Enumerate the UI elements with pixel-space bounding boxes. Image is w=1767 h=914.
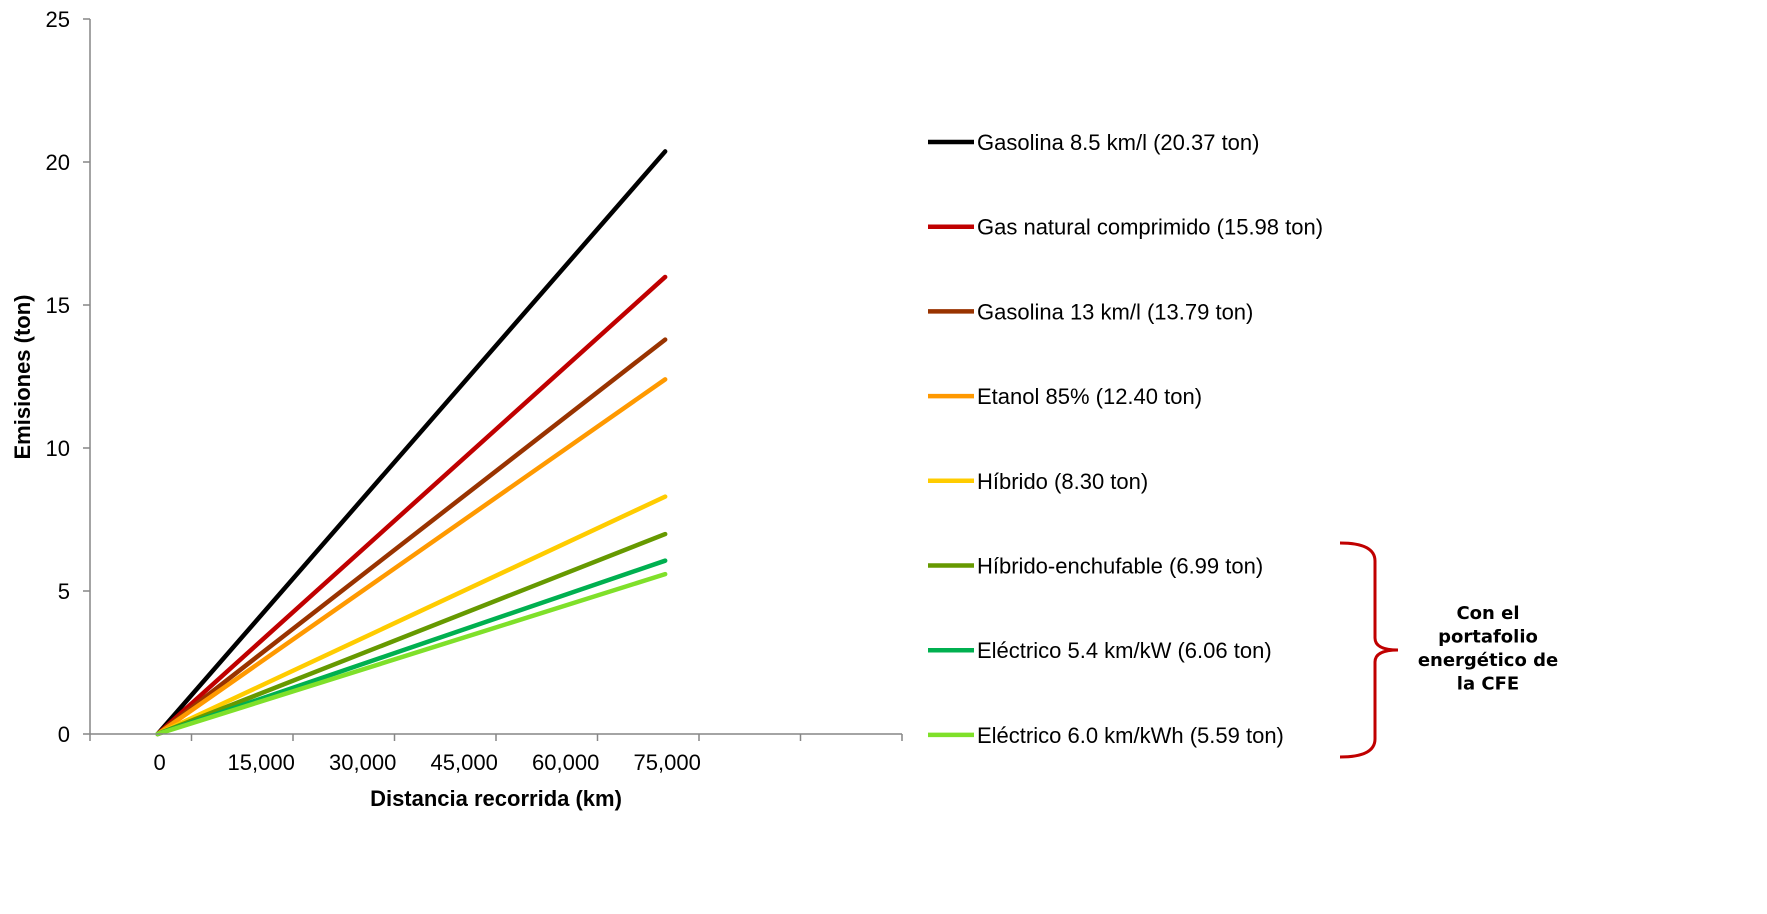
legend-label: Híbrido-enchufable (6.99 ton)	[977, 554, 1263, 579]
plot-lines	[155, 149, 668, 737]
annotation-brace	[1339, 541, 1399, 759]
series-line	[155, 571, 668, 737]
series-line	[155, 494, 668, 737]
series-line	[155, 274, 668, 737]
y-tick-label: 10	[46, 436, 70, 461]
y-tick-label: 25	[46, 7, 70, 32]
y-axis-title: Emisiones (ton)	[10, 294, 35, 459]
y-tick-label: 5	[58, 579, 70, 604]
x-tick-label: 30,000	[329, 750, 396, 775]
y-tick-label: 15	[46, 293, 70, 318]
annotation-line: energético de	[1418, 650, 1558, 671]
legend-label: Gasolina 13 km/l (13.79 ton)	[977, 299, 1253, 324]
x-tick-label: 75,000	[634, 750, 701, 775]
legend-label: Eléctrico 6.0 km/kWh (5.59 ton)	[977, 723, 1284, 748]
series-line	[155, 149, 668, 737]
series-line	[155, 531, 668, 737]
legend-label: Gas natural comprimido (15.98 ton)	[977, 215, 1323, 240]
legend: Gasolina 8.5 km/l (20.37 ton) Gas natural…	[928, 130, 1323, 748]
y-ticks: 0 5 10 15 20 25	[46, 7, 90, 747]
x-tick-label: 15,000	[228, 750, 295, 775]
x-tick-label: 45,000	[431, 750, 498, 775]
annotation-line: Con el	[1456, 603, 1519, 624]
y-tick-label: 0	[58, 722, 70, 747]
x-axis-title: Distancia recorrida (km)	[370, 786, 622, 811]
annotation-line: portafolio	[1438, 627, 1538, 648]
legend-label: Híbrido (8.30 ton)	[977, 469, 1148, 494]
x-tick-label: 60,000	[532, 750, 599, 775]
series-line	[155, 377, 668, 737]
annotation-line: la CFE	[1457, 674, 1519, 695]
legend-label: Etanol 85% (12.40 ton)	[977, 384, 1202, 409]
x-ticks: 0 15,000 30,000 45,000 60,000 75,000	[89, 734, 903, 775]
axes: 0 5 10 15 20 25 0 15,000 30,000 45,000 60,000 75,0…	[46, 7, 903, 775]
legend-label: Eléctrico 5.4 km/kW (6.06 ton)	[977, 638, 1272, 663]
y-tick-label: 20	[46, 150, 70, 175]
x-tick-label: 0	[154, 750, 166, 775]
legend-label: Gasolina 8.5 km/l (20.37 ton)	[977, 130, 1259, 155]
series-line	[155, 337, 668, 737]
